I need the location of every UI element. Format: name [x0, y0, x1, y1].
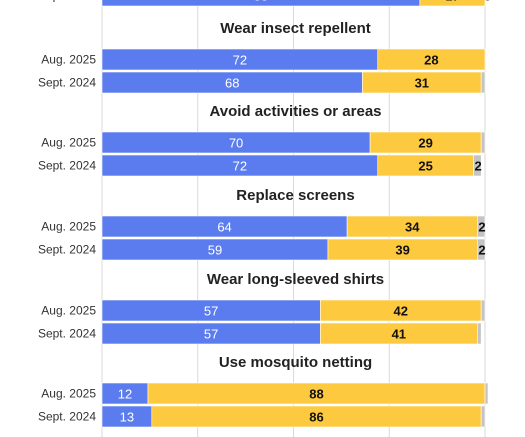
panel-title: Wear insect repellent	[220, 20, 371, 37]
data-label: 72	[233, 159, 247, 174]
bar-segment-dk	[477, 322, 482, 345]
panel: Replace screens Aug. 2025 64 34 2 Sept. 2024 5…	[38, 187, 486, 261]
row-label: Aug. 2025	[41, 387, 96, 401]
panel: Use mosquito netting Aug. 2025 12 88 Sept. 2…	[38, 354, 489, 428]
panel: Wear long-sleeved shirts Aug. 2025 57 42 Sep…	[38, 271, 486, 345]
data-label: 2	[478, 220, 485, 235]
row-label: Sept. 2024	[38, 410, 96, 424]
data-label: 2	[475, 159, 482, 174]
bar-segment-no	[419, 0, 486, 7]
panel-title: Wear long-sleeved shirts	[207, 271, 384, 288]
data-label: 25	[418, 159, 432, 174]
row-label: Sept. 2024	[38, 76, 96, 90]
bar-segment-dk	[477, 215, 486, 238]
data-label: 64	[217, 220, 231, 235]
bar-segment-dk	[477, 238, 486, 261]
data-label: 88	[309, 387, 323, 402]
bar-segment-dk	[484, 382, 489, 405]
bar-segment-dk	[480, 131, 486, 154]
row-label: Sept. 2024	[38, 243, 96, 257]
panel-title: Use mosquito netting	[219, 354, 372, 371]
data-label: 83	[254, 0, 268, 4]
data-label: 70	[229, 136, 243, 151]
data-label: 0	[484, 0, 491, 4]
bar-segment-dk	[480, 299, 486, 322]
bar-segment-yes	[101, 0, 421, 7]
bar-segment-no	[377, 48, 486, 71]
row-label: Sept. 2024	[38, 327, 96, 341]
data-label: 57	[204, 304, 218, 319]
data-label: 68	[225, 76, 239, 91]
data-label: 42	[394, 304, 408, 319]
row-label: Aug. 2025	[41, 304, 96, 318]
bar-segment-dk	[480, 71, 486, 94]
row-label: Sept. 2024	[38, 0, 96, 3]
data-label: 2	[478, 243, 485, 258]
data-label: 39	[395, 243, 409, 258]
data-label: 59	[208, 243, 222, 258]
row-label: Sept. 2024	[38, 159, 96, 173]
data-label: 13	[120, 410, 134, 425]
data-label: 34	[405, 220, 420, 235]
data-label: 12	[118, 387, 132, 402]
data-label: 29	[418, 136, 432, 151]
data-label: 57	[204, 327, 218, 342]
panel: Wear insect repellent Aug. 2025 72 28 Sept. …	[38, 20, 486, 94]
panel: Sept. 2024 83 17 0	[38, 0, 491, 7]
data-label: 31	[415, 76, 429, 91]
row-label: Aug. 2025	[41, 53, 96, 67]
data-label: 17	[445, 0, 459, 4]
panel-title: Replace screens	[236, 187, 354, 204]
row-label: Aug. 2025	[41, 220, 96, 234]
data-label: 86	[309, 410, 323, 425]
panel-title: Avoid activities or areas	[209, 103, 381, 120]
row-label: Aug. 2025	[41, 136, 96, 150]
panel: Avoid activities or areas Aug. 2025 70 29 Se…	[38, 103, 486, 177]
bar-segment-dk	[473, 154, 482, 177]
data-label: 41	[392, 327, 406, 342]
data-label: 72	[233, 53, 247, 68]
data-label: 28	[424, 53, 438, 68]
bar-segment-dk	[480, 405, 486, 428]
